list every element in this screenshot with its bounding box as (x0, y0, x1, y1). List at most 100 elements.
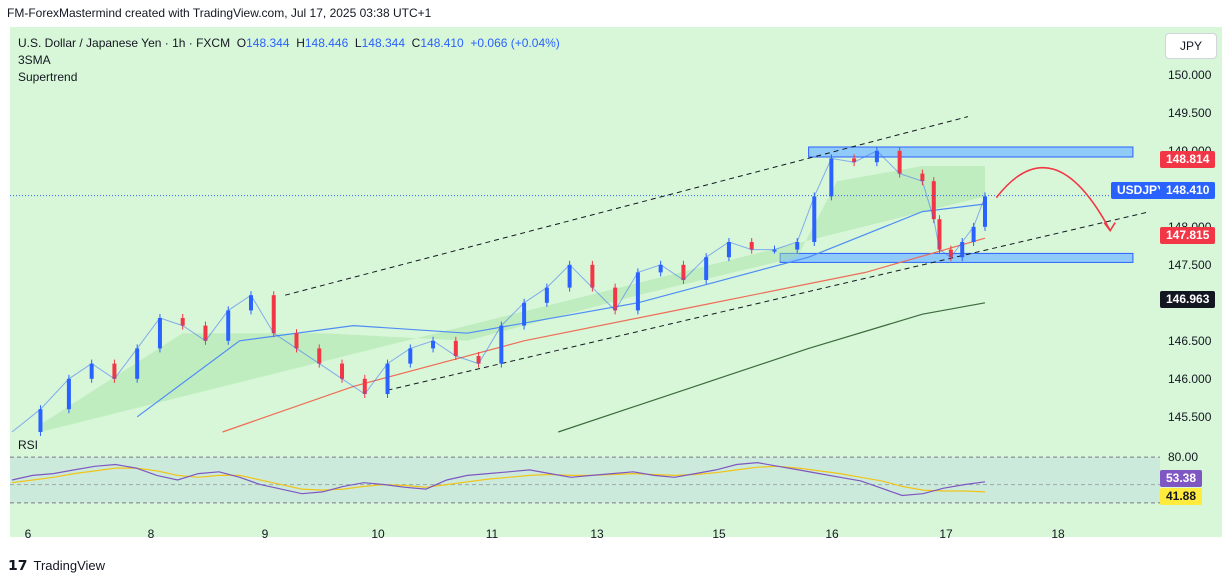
x-tick-label: 11 (486, 527, 499, 541)
candle-body (362, 378, 367, 394)
rsi-tag-value: 53.38 (1160, 470, 1203, 487)
sma-mid-line (222, 237, 986, 433)
candle-body (567, 264, 572, 288)
legend-low-value: 148.344 (361, 36, 405, 50)
candle-body (38, 409, 43, 432)
candle-body (931, 181, 936, 220)
rsi-line (11, 461, 986, 497)
chart-plot-area[interactable] (10, 27, 1160, 537)
candle-body (590, 264, 595, 288)
candle-body (271, 295, 276, 334)
candle-body (89, 363, 94, 379)
chart-attribution: FM-ForexMastermind created with TradingV… (7, 6, 432, 20)
price-tag-resistance: 148.814 (1160, 151, 1216, 168)
footer-brand[interactable]: 𝟭𝟳 TradingView (8, 557, 105, 574)
footer-brand-text: TradingView (33, 558, 106, 573)
candle-body (795, 242, 800, 250)
candle-body (112, 363, 117, 379)
rsi-tag-value-text: 53.38 (1166, 471, 1197, 485)
currency-button[interactable]: JPY (1165, 33, 1217, 59)
legend-change: +0.066 (+0.04%) (470, 36, 560, 50)
x-tick-label: 15 (712, 527, 726, 541)
candle-body (544, 287, 549, 303)
x-tick-label: 8 (148, 527, 155, 541)
candle-body (982, 196, 987, 227)
legend-high-label: H (296, 36, 305, 50)
candle-body (499, 325, 504, 364)
x-tick-label: 17 (939, 527, 953, 541)
rsi-tick-label: 80.00 (1168, 450, 1198, 464)
candle-body (476, 356, 481, 364)
x-tick-label: 18 (1051, 527, 1065, 541)
x-tick-label: 9 (262, 527, 269, 541)
candle-body (135, 348, 140, 379)
candle-body (704, 257, 709, 280)
candle-body (66, 378, 71, 410)
candle-body (812, 196, 817, 242)
price-axis[interactable] (1160, 27, 1222, 537)
forecast-arrow-curve (995, 166, 1111, 231)
candle-body (937, 219, 942, 250)
legend-indicator-sma[interactable]: 3SMA (18, 53, 51, 67)
price-tag-sma-slow-text: 146.963 (1166, 292, 1210, 306)
forecast-arrow-head (1103, 222, 1116, 233)
price-tag-sma-slow: 146.963 (1160, 291, 1216, 308)
channel-upper-line (284, 116, 969, 296)
candle-body (726, 242, 731, 258)
supertrend-fill (40, 166, 985, 432)
y-tick-label: 149.500 (1168, 106, 1212, 120)
candle-body (852, 158, 857, 163)
candle-body (829, 158, 834, 197)
candle-body (635, 272, 640, 311)
price-tag-last-text: 148.410 (1166, 183, 1210, 197)
legend-open-label: O (236, 36, 247, 50)
rsi-tag-ma-text: 41.88 (1166, 489, 1197, 503)
candle-body (453, 340, 458, 356)
candle-body (948, 249, 953, 258)
y-tick-label: 150.000 (1168, 68, 1212, 82)
candle-body (317, 348, 322, 364)
x-tick-label: 6 (25, 527, 32, 541)
y-tick-label: 146.500 (1168, 334, 1212, 348)
rsi-tag-ma: 41.88 (1160, 488, 1203, 505)
candle-body (960, 242, 965, 258)
legend-low-label: L (354, 36, 362, 50)
rsi-label: RSI (18, 438, 39, 452)
candle-body (874, 150, 879, 163)
tradingview-logo-icon: 𝟭𝟳 (8, 557, 28, 573)
candle-body (157, 318, 162, 349)
price-tag-sma-mid: 147.815 (1160, 227, 1216, 244)
candle-body (681, 264, 686, 280)
candle-body (613, 287, 618, 311)
candle-body (294, 333, 299, 349)
chart-legend: U.S. Dollar / Japanese Yen · 1h · FXCM O… (18, 35, 560, 86)
y-tick-label: 147.500 (1168, 258, 1212, 272)
candle-body (340, 363, 345, 379)
rsi-band (10, 457, 1160, 503)
candle-body (920, 173, 925, 182)
legend-open-value: 148.344 (246, 36, 290, 50)
resistance-zone (808, 146, 1134, 158)
support-zone (779, 252, 1134, 263)
sma-fast-line (136, 203, 986, 418)
candle-body (385, 363, 390, 394)
candle-body (772, 249, 777, 252)
legend-indicator-supertrend[interactable]: Supertrend (18, 70, 78, 84)
y-tick-label: 145.500 (1168, 410, 1212, 424)
legend-close-value: 148.410 (420, 36, 464, 50)
candle-body (658, 264, 663, 273)
symbol-tag-text: USDJPY (1117, 183, 1166, 197)
x-tick-label: 16 (825, 527, 839, 541)
symbol-tag: USDJPY (1111, 182, 1172, 199)
price-tag-last: 148.410 (1160, 182, 1216, 199)
candle-body (971, 226, 976, 242)
x-tick-label: 13 (590, 527, 604, 541)
candle-body (897, 150, 902, 174)
price-line (11, 150, 986, 433)
legend-high-value: 148.446 (304, 36, 349, 50)
sma-slow-line (558, 302, 986, 433)
legend-symbol: U.S. Dollar / Japanese Yen · 1h · FXCM (18, 36, 231, 50)
candle-body (180, 318, 185, 326)
rsi-ma-line (11, 465, 986, 493)
price-tag-sma-mid-text: 147.815 (1166, 228, 1210, 242)
